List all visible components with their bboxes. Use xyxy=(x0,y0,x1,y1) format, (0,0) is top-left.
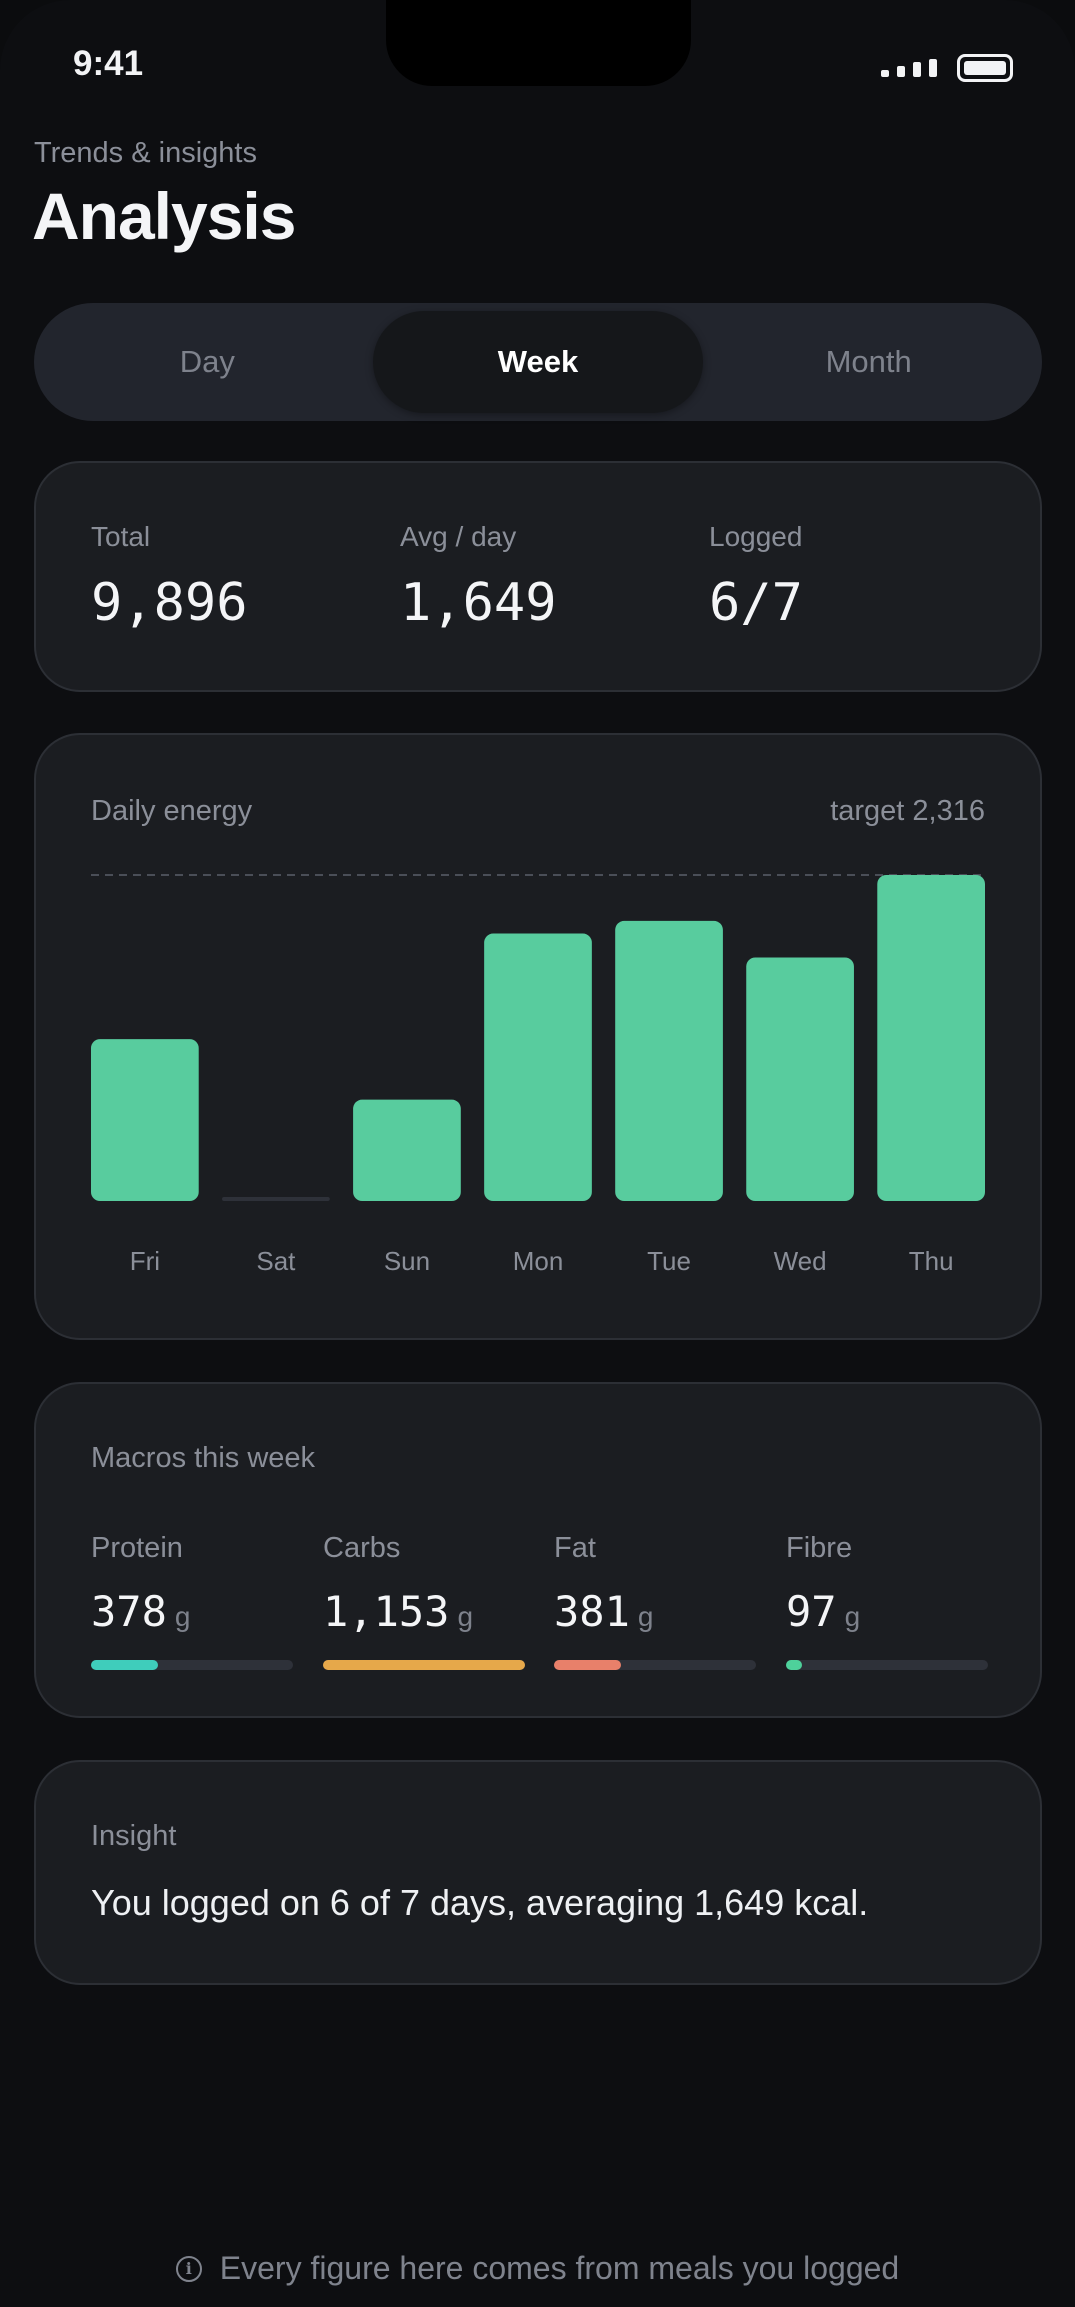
bar-tue[interactable] xyxy=(615,920,723,1201)
daily-energy-card: Daily energy target 2,316 Fri Sat Sun Mon Tu… xyxy=(34,733,1042,1340)
x-tick-label: Sun xyxy=(384,1246,430,1276)
tab-week[interactable]: Week xyxy=(372,311,704,413)
macro-label: Fat xyxy=(554,1532,596,1564)
macro-progress-track xyxy=(323,1660,525,1670)
chart-title: Daily energy xyxy=(91,795,253,827)
bar-thu[interactable] xyxy=(877,875,985,1201)
stat-avg-day: Avg / day 1,649 xyxy=(400,521,557,633)
stat-logged: Logged 6/7 xyxy=(709,521,803,633)
tab-day[interactable]: Day xyxy=(179,344,235,379)
x-tick-label: Wed xyxy=(774,1246,827,1276)
macro-progress-bar xyxy=(554,1660,621,1670)
insight-title: Insight xyxy=(91,1820,177,1852)
macro-label: Carbs xyxy=(323,1532,401,1564)
macro-label: Fibre xyxy=(786,1532,853,1564)
macros-card: Macros this week Protein 378 g Carbs 1,15… xyxy=(34,1382,1042,1718)
x-tick-label: Tue xyxy=(647,1246,691,1276)
battery-icon xyxy=(957,54,1013,82)
macro-label: Protein xyxy=(91,1532,183,1564)
x-tick-label: Thu xyxy=(909,1246,954,1276)
macro-fibre: Fibre 97 g xyxy=(786,1532,988,1670)
macro-value: 97 xyxy=(786,1587,837,1636)
macro-value: 378 xyxy=(91,1587,167,1636)
daily-energy-chart: Fri Sat Sun Mon Tue Wed Thu xyxy=(91,874,985,1276)
x-tick-label: Fri xyxy=(130,1246,160,1276)
info-icon: i xyxy=(175,2255,202,2282)
bar-mon[interactable] xyxy=(484,933,592,1201)
macro-unit: g xyxy=(637,1601,654,1632)
macro-progress-bar xyxy=(786,1660,803,1670)
stat-value: 1,649 xyxy=(400,573,557,633)
bar-sat-empty[interactable] xyxy=(222,1197,330,1201)
macro-fat: Fat 381 g xyxy=(554,1532,756,1670)
macro-progress-track xyxy=(91,1660,293,1670)
macros-title: Macros this week xyxy=(91,1442,316,1474)
macro-value: 1,153 xyxy=(323,1587,450,1636)
bar-wed[interactable] xyxy=(746,957,854,1201)
macro-progress-bar xyxy=(323,1660,525,1670)
page-title: Analysis xyxy=(32,179,296,253)
status-time: 9:41 xyxy=(73,44,144,83)
insight-card: Insight You logged on 6 of 7 days, avera… xyxy=(34,1760,1042,1985)
macro-protein: Protein 378 g xyxy=(91,1532,293,1670)
stat-label: Logged xyxy=(709,521,803,552)
x-tick-label: Mon xyxy=(513,1246,564,1276)
macro-unit: g xyxy=(844,1601,861,1632)
macro-value: 381 xyxy=(554,1587,630,1636)
bar-fri[interactable] xyxy=(91,1039,199,1201)
macro-carbs: Carbs 1,153 g xyxy=(323,1532,525,1670)
stat-value: 9,896 xyxy=(91,573,248,633)
macro-progress-bar xyxy=(91,1660,158,1670)
chart-target-label: target 2,316 xyxy=(830,795,985,827)
stat-label: Total xyxy=(91,521,151,552)
summary-card: Total 9,896 Avg / day 1,649 Logged 6/7 xyxy=(34,461,1042,692)
insight-text: You logged on 6 of 7 days, averaging 1,6… xyxy=(91,1882,869,1923)
stat-label: Avg / day xyxy=(400,521,517,552)
bar-sun[interactable] xyxy=(353,1099,461,1201)
x-tick-label: Sat xyxy=(256,1246,296,1276)
status-icons xyxy=(881,54,1013,82)
page-subtitle: Trends & insights xyxy=(34,137,257,169)
dynamic-island xyxy=(386,0,691,86)
tab-month[interactable]: Month xyxy=(825,344,912,379)
macro-unit: g xyxy=(174,1601,191,1632)
period-selector: Day Week Month xyxy=(34,303,1042,421)
stat-total: Total 9,896 xyxy=(91,521,248,633)
footer-text: Every figure here comes from meals you l… xyxy=(219,2250,900,2286)
macro-unit: g xyxy=(457,1601,474,1632)
macro-progress-track xyxy=(786,1660,988,1670)
footer-note: i Every figure here comes from meals you… xyxy=(0,2250,1075,2287)
signal-icon xyxy=(881,59,937,77)
stat-value: 6/7 xyxy=(709,573,803,633)
macro-progress-track xyxy=(554,1660,756,1670)
